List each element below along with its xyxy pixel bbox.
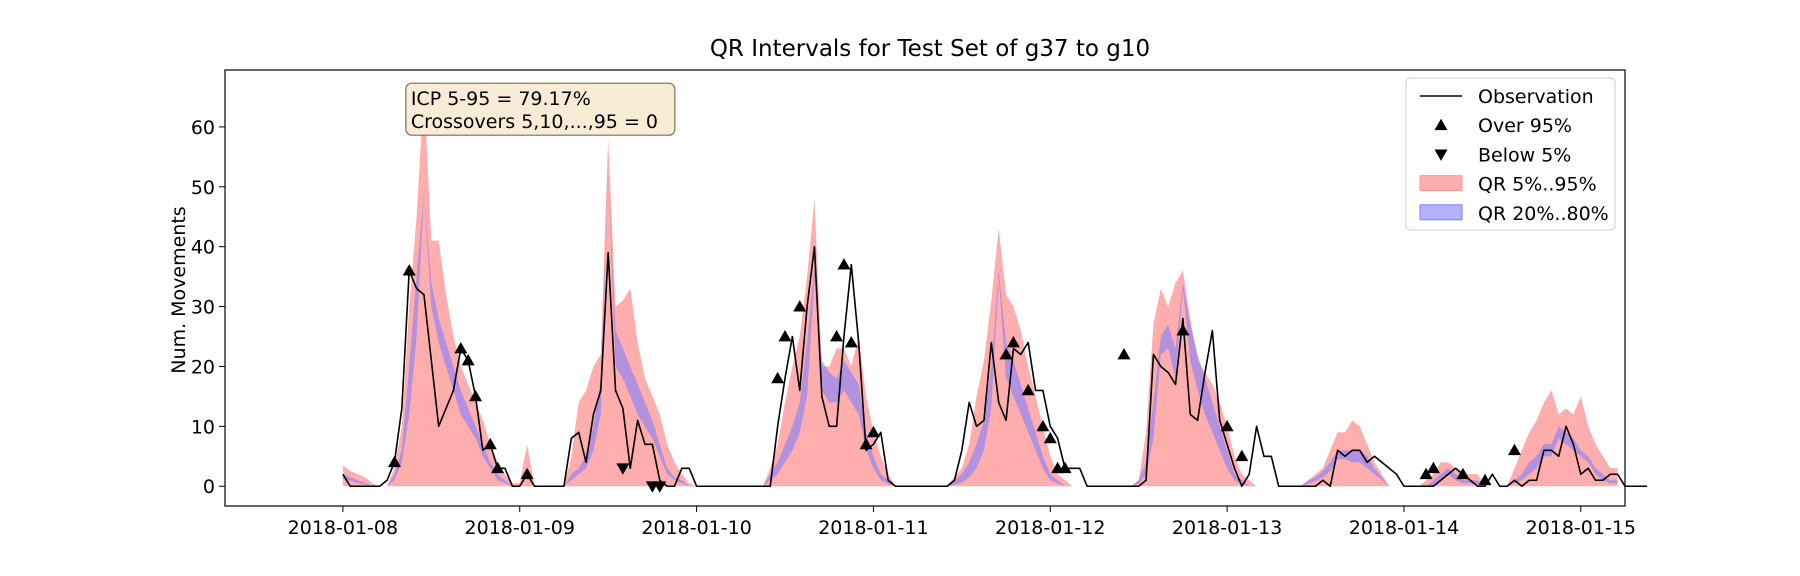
x-tick-label: 2018-01-14 [1349,517,1459,539]
x-tick-label: 2018-01-12 [995,517,1105,539]
over-95-marker [469,389,483,402]
over-95-marker [1220,419,1234,432]
over-95-marker [844,336,858,348]
observation-layer [342,245,1648,488]
over-95-marker [1426,461,1440,474]
y-tick-label: 40 [191,237,215,259]
legend-entry-label: QR 20%..80% [1478,203,1609,225]
axes-frame [224,69,1626,507]
y-tick-label: 30 [191,297,215,319]
legend-qr-95-patch [1419,175,1463,192]
x-ticks: 2018-01-08 2018-01-09 2018-01-10 2018-01-11… [288,506,1636,539]
legend-items: Observation Over 95% Below 5% QR 5%..95% QR … [1419,86,1609,225]
x-tick-label: 2018-01-08 [288,517,398,539]
over-95-marker [454,341,468,354]
y-ticks: 0 10 20 30 40 50 60 [191,117,225,498]
observation-line [342,245,1648,488]
over-95-marker [402,264,416,276]
over-95-marker [1507,443,1521,456]
over-95-marker [520,467,534,480]
y-tick-label: 20 [191,356,215,378]
y-tick-label: 10 [191,416,215,438]
legend-entry-label: QR 5%..95% [1478,174,1597,196]
y-tick-label: 50 [191,177,215,199]
below-5-marker [653,481,667,493]
legend-entry-label: Below 5% [1478,144,1571,166]
legend-entry-label: Observation [1478,86,1594,108]
over-95-marker [778,330,792,342]
x-tick-label: 2018-01-13 [1172,517,1282,539]
y-tick-label: 60 [191,117,215,139]
over-95-marker [483,437,497,450]
over-95-marker [1043,431,1057,444]
over-95-marker [1058,461,1072,474]
over-95-marker [1478,473,1492,486]
over-95-marker [387,455,401,468]
over-95-marker [999,347,1013,360]
over-95-marker [1036,419,1050,432]
over-95-marker [866,425,880,438]
x-tick-label: 2018-01-15 [1526,517,1636,539]
over-95-marker [793,300,807,312]
y-tick-label: 0 [203,476,215,498]
over-95-marker [1235,449,1249,462]
legend-qr-80-patch [1419,204,1463,221]
chart-title: QR Intervals for Test Set of g37 to g10 [710,36,1150,62]
legend-down-triangle-icon [1434,149,1448,161]
legend: Observation Over 95% Below 5% QR 5%..95% QR … [1405,77,1616,231]
over-95-marker [1176,324,1190,336]
over-95-marker [859,437,873,450]
over-95-marker [771,371,785,384]
y-axis-label: Num. Movements [168,206,190,373]
x-tick-label: 2018-01-11 [818,517,928,539]
over-95-marker [837,258,851,270]
qr-bands [342,90,1618,487]
over-95-marker [1117,347,1131,360]
over-95-marker [830,330,844,342]
over-95-marker [1006,336,1020,348]
outlier-markers [387,258,1521,493]
legend-up-triangle-icon [1434,118,1448,131]
x-tick-label: 2018-01-10 [641,517,751,539]
over-95-marker [491,461,505,474]
annotation-line-icp: ICP 5-95 = 79.17% [411,88,591,110]
over-95-marker [1419,467,1433,480]
annotation-line-crossovers: Crossovers 5,10,...,95 = 0 [411,111,658,133]
legend-box [1405,77,1616,231]
below-5-marker [616,463,630,475]
qr-band-5-95 [342,90,1618,487]
legend-entry-label: Over 95% [1478,115,1572,137]
over-95-marker [1021,383,1035,396]
stats-annotation: ICP 5-95 = 79.17% Crossovers 5,10,...,95… [405,82,676,136]
annotation-box [405,82,676,136]
x-tick-label: 2018-01-09 [465,517,575,539]
over-95-marker [461,353,475,366]
over-95-marker [1456,467,1470,480]
